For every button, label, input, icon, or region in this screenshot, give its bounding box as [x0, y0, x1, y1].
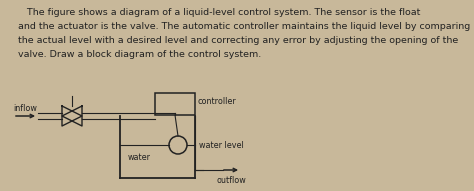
- Text: controller: controller: [198, 97, 237, 106]
- Text: water: water: [128, 154, 151, 163]
- Bar: [155, 93, 195, 115]
- Text: water level: water level: [199, 141, 244, 150]
- Text: outflow: outflow: [217, 176, 247, 185]
- Text: the actual level with a desired level and correcting any error by adjusting the : the actual level with a desired level an…: [18, 36, 458, 45]
- Text: and the actuator is the valve. The automatic controller maintains the liquid lev: and the actuator is the valve. The autom…: [18, 22, 470, 31]
- Text: inflow: inflow: [13, 104, 37, 113]
- Text: valve. Draw a block diagram of the control system.: valve. Draw a block diagram of the contr…: [18, 50, 261, 59]
- Text: The figure shows a diagram of a liquid-level control system. The sensor is the f: The figure shows a diagram of a liquid-l…: [18, 8, 420, 17]
